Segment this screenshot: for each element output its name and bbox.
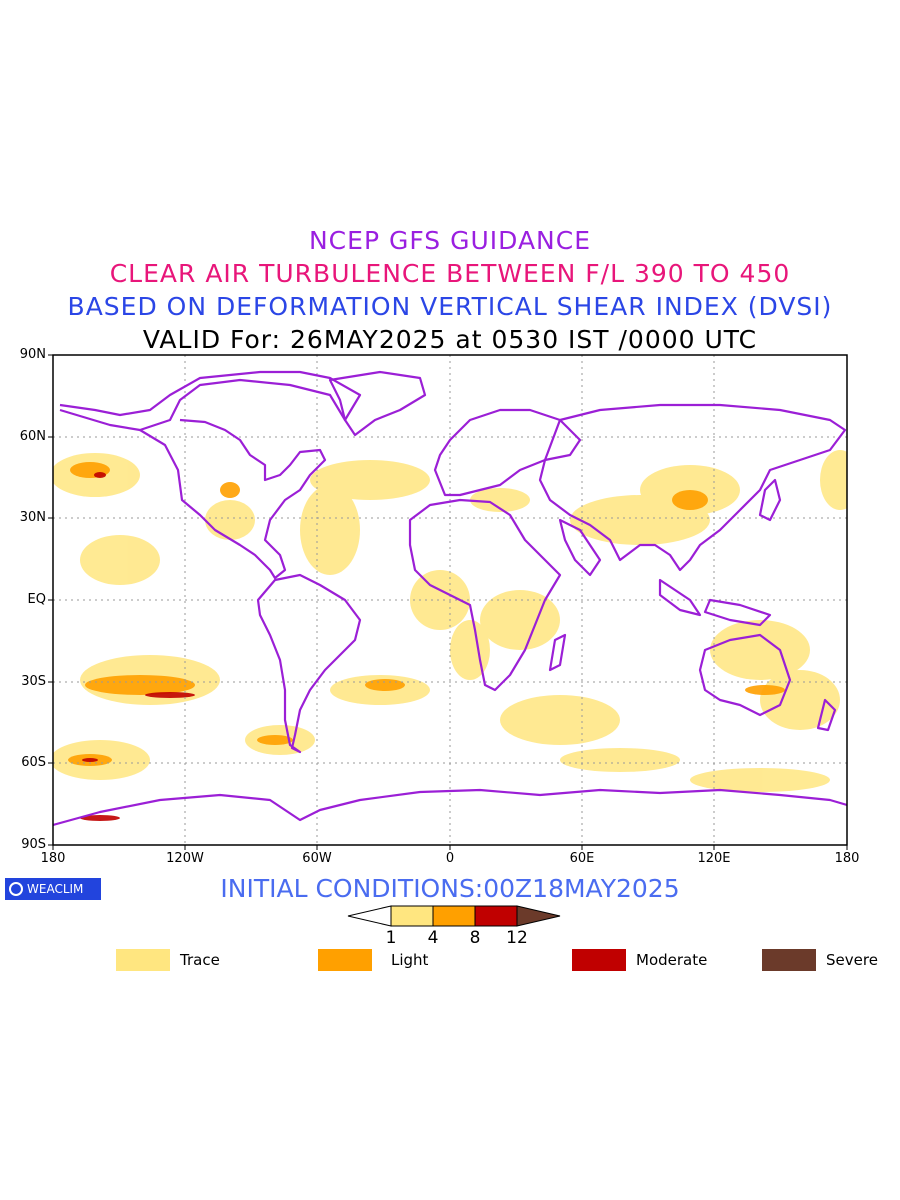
title-line-2: CLEAR AIR TURBULENCE BETWEEN F/L 390 TO … (109, 259, 791, 288)
badge-text: WEACLIM (27, 882, 84, 896)
lon-label: 60W (302, 851, 332, 866)
lon-label: 120E (697, 851, 731, 866)
lat-label: 90S (21, 837, 46, 852)
legend-swatch-severe (762, 949, 816, 971)
trace-turbulence-areas (53, 450, 847, 792)
axis-ticks (48, 354, 848, 850)
legend-label-trace: Trace (180, 951, 220, 969)
lon-label: 180 (40, 851, 66, 866)
colorbar-tick: 1 (385, 928, 397, 948)
lat-label: 30N (19, 510, 46, 525)
weaclim-logo-icon (9, 882, 23, 896)
lat-label: 90N (19, 347, 46, 362)
lat-label: 60N (19, 429, 46, 444)
lon-label: 180 (834, 851, 860, 866)
lon-label: 0 (445, 851, 455, 866)
coastlines (53, 370, 847, 827)
initial-conditions-label: INITIAL CONDITIONS:00Z18MAY2025 (220, 874, 680, 903)
title-line-4: VALID For: 26MAY2025 at 0530 IST /0000 U… (142, 325, 758, 354)
lon-label: 60E (569, 851, 595, 866)
legend-swatch-light (318, 949, 372, 971)
legend-swatch-moderate (572, 949, 626, 971)
title-line-1: NCEP GFS GUIDANCE (308, 226, 591, 255)
grid-lines (53, 355, 847, 845)
moderate-turbulence-areas (80, 472, 195, 821)
lat-label: 60S (21, 755, 46, 770)
colorbar-tick: 8 (469, 928, 481, 948)
colorbar-tick: 12 (506, 928, 528, 948)
lat-label: 30S (21, 674, 46, 689)
legend-swatch-trace (116, 949, 170, 971)
legend-label-severe: Severe (826, 951, 878, 969)
legend-label-moderate: Moderate (636, 951, 708, 969)
lon-label: 120W (166, 851, 204, 866)
legend-label-light: Light (391, 951, 429, 969)
title-line-3: BASED ON DEFORMATION VERTICAL SHEAR INDE… (67, 292, 833, 321)
weaclim-logo-badge: WEACLIM (5, 878, 101, 900)
lat-label: EQ (27, 592, 46, 607)
colorbar-tick: 4 (427, 928, 439, 948)
